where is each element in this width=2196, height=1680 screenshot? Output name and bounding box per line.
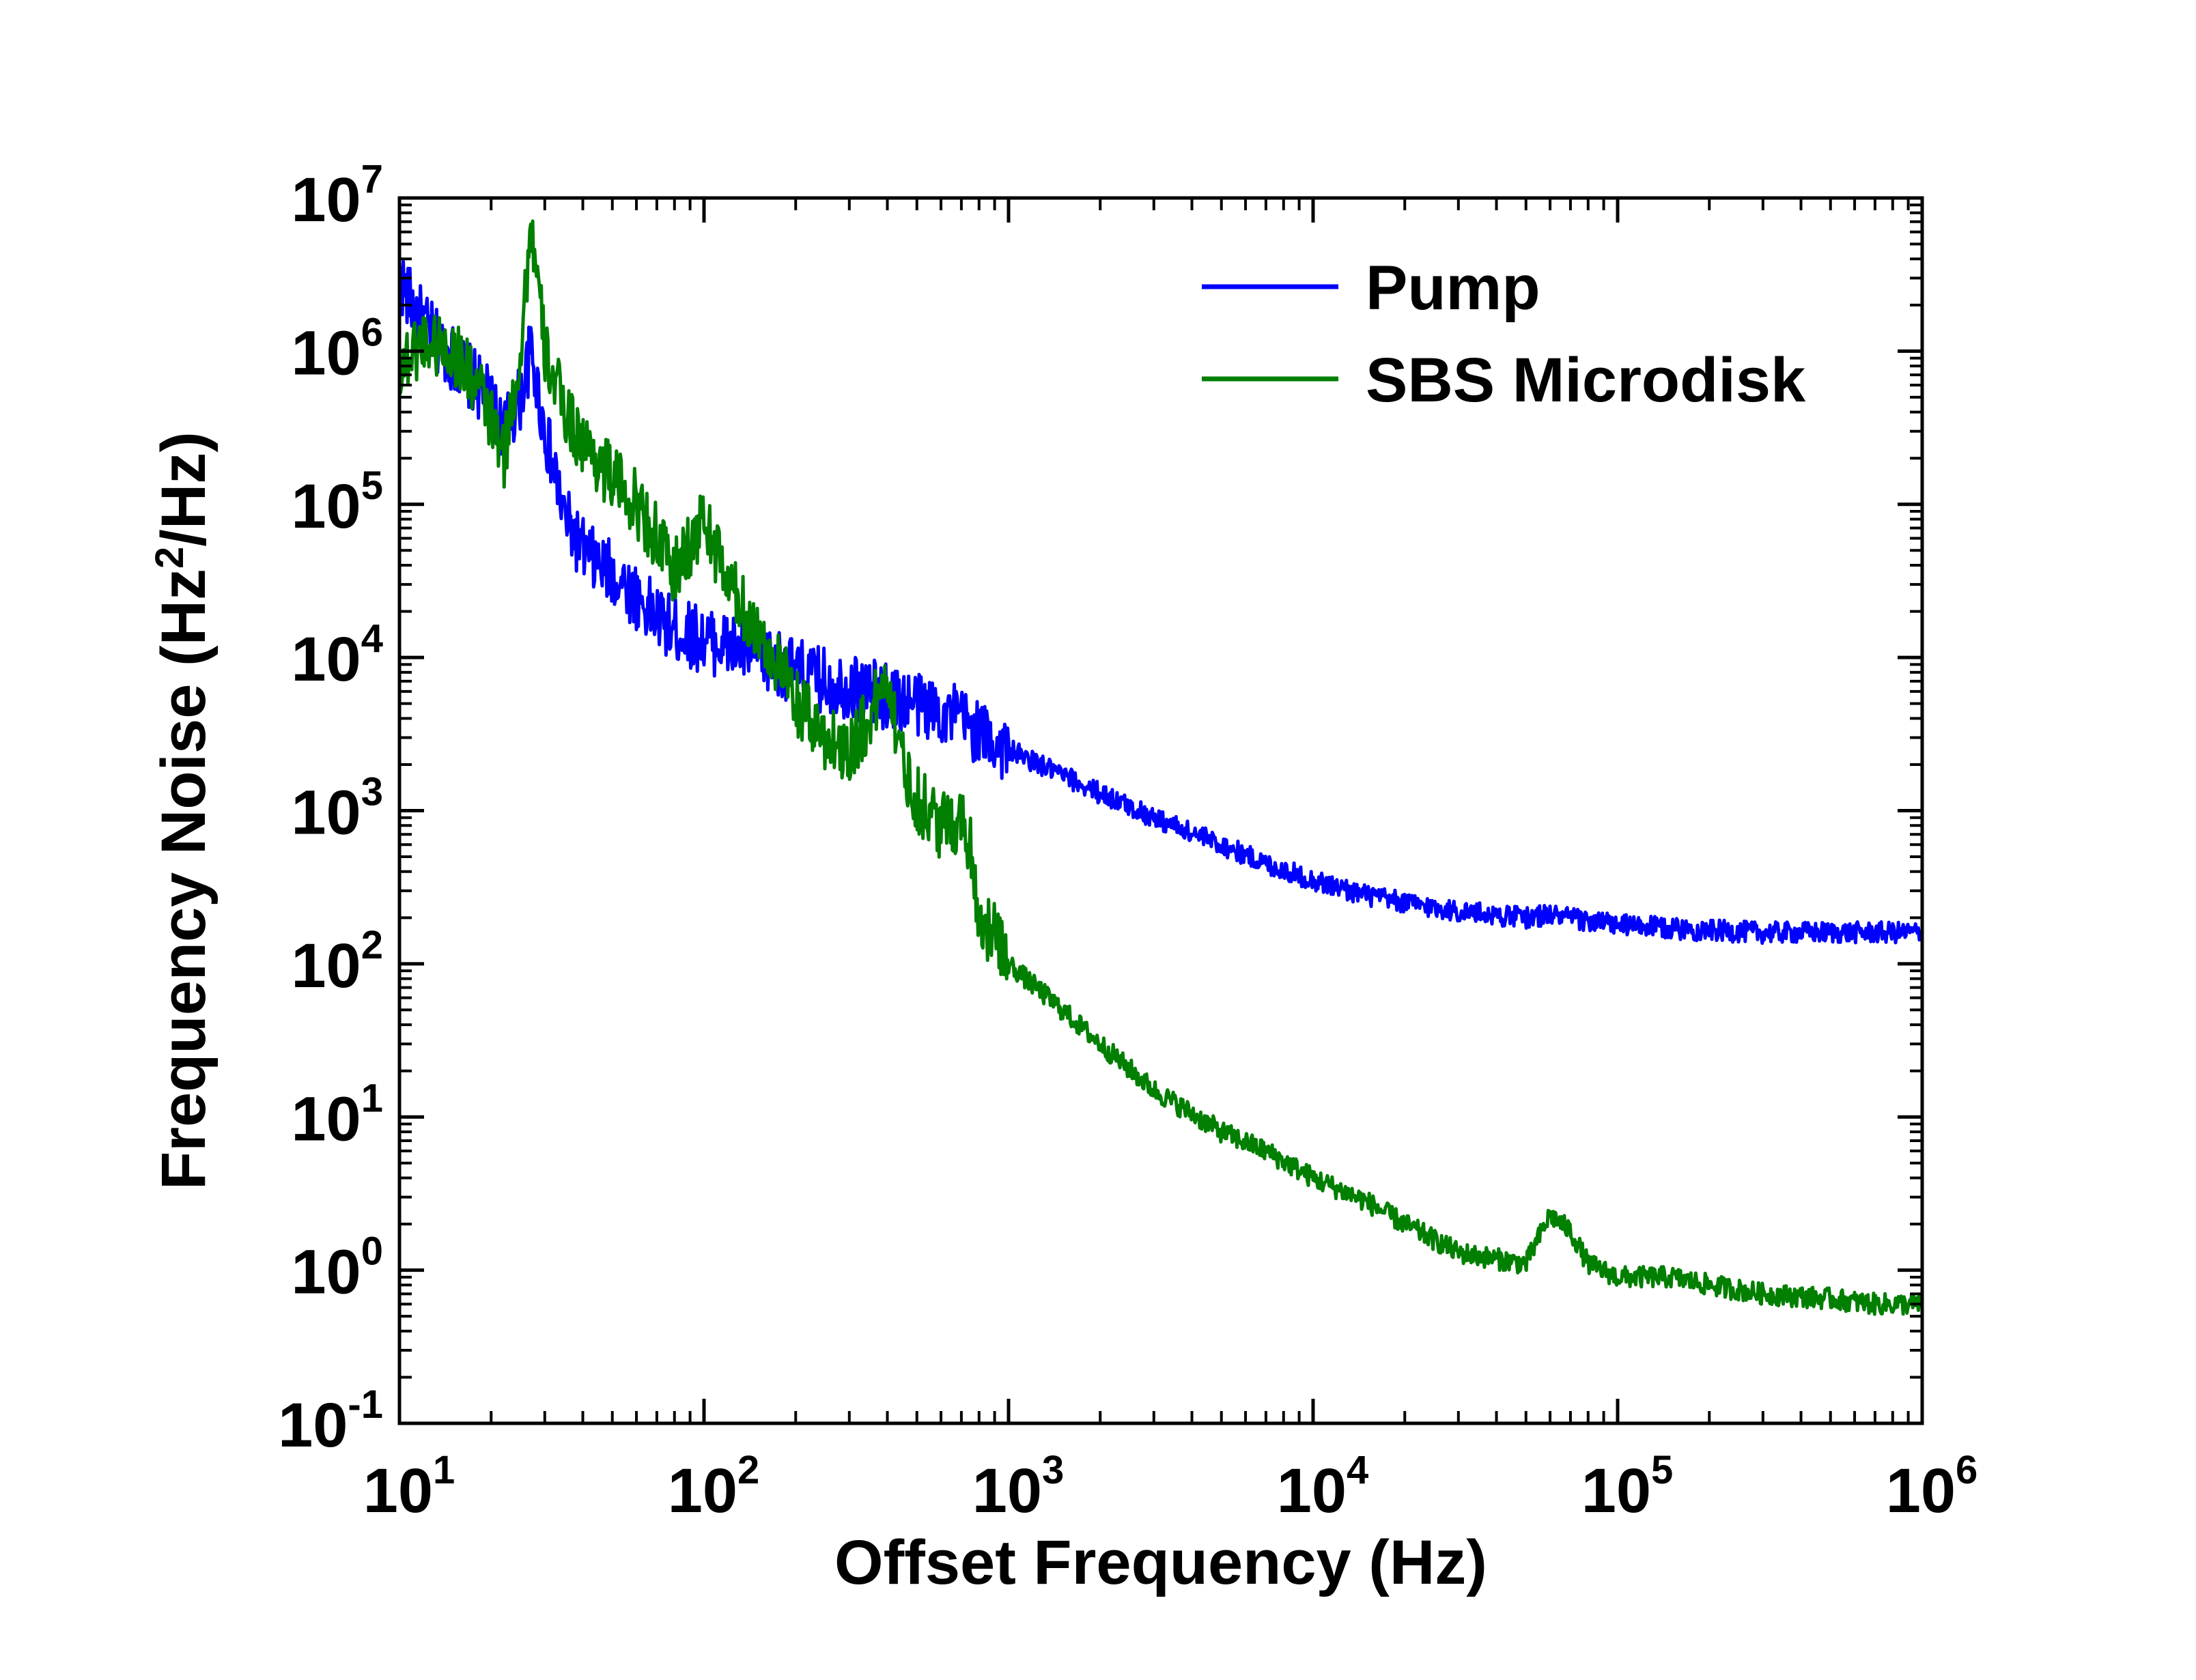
x-tick-label-base: 10 <box>668 1456 737 1526</box>
y-tick-label-base: 10 <box>291 625 361 694</box>
y-tick-label: 104 <box>291 616 383 694</box>
y-tick-label-exp: 3 <box>361 770 383 814</box>
y-tick-label-base: 10 <box>291 1238 361 1307</box>
y-tick-label-exp: -1 <box>348 1382 383 1427</box>
x-tick-label-base: 10 <box>972 1456 1042 1526</box>
y-tick-label-base: 10 <box>291 318 361 388</box>
y-axis-title-suffix: /Hz) <box>149 431 219 547</box>
x-tick-label-base: 10 <box>363 1456 433 1526</box>
y-tick-label-base: 10 <box>291 778 361 848</box>
x-tick-label-exp: 4 <box>1347 1448 1368 1492</box>
y-tick-label: 101 <box>291 1076 383 1154</box>
y-tick-label: 106 <box>291 310 383 388</box>
x-tick-label-base: 10 <box>1277 1456 1347 1526</box>
x-tick-label-exp: 1 <box>433 1448 455 1492</box>
legend: Pump SBS Microdisk <box>1202 253 1806 415</box>
series-line-pump <box>399 259 1922 945</box>
y-tick-label: 103 <box>291 770 383 848</box>
legend-label-sbs-microdisk: SBS Microdisk <box>1366 345 1806 415</box>
x-tick-label-exp: 2 <box>737 1448 759 1492</box>
x-tick-label-base: 10 <box>1581 1456 1651 1526</box>
y-axis-title-prefix: Frequency Noise (Hz <box>149 569 219 1190</box>
y-tick-label: 107 <box>291 157 383 235</box>
x-tick-label: 104 <box>1277 1448 1369 1526</box>
y-tick-label-base: 10 <box>291 472 361 541</box>
y-tick-label-base: 10 <box>291 165 361 235</box>
tick-labels: 101 102 103 104 105 10610-1100101102103104105… <box>278 157 1977 1526</box>
y-tick-label-base: 10 <box>291 1084 361 1154</box>
y-tick-label-base: 10 <box>278 1391 348 1460</box>
x-tick-label: 102 <box>668 1448 760 1526</box>
x-tick-label-base: 10 <box>1886 1456 1956 1526</box>
x-axis-title: Offset Frequency (Hz) <box>834 1528 1487 1597</box>
x-tick-label-exp: 6 <box>1956 1448 1977 1492</box>
x-tick-label-exp: 5 <box>1651 1448 1673 1492</box>
y-tick-label: 102 <box>291 923 383 1001</box>
y-tick-label-exp: 5 <box>361 464 383 508</box>
y-tick-label: 100 <box>291 1229 383 1307</box>
x-tick-label: 106 <box>1886 1448 1978 1526</box>
y-tick-label-base: 10 <box>291 931 361 1001</box>
series-line-sbs-microdisk <box>399 219 1922 1316</box>
y-axis-title-superscript: 2 <box>147 547 192 569</box>
y-tick-label-exp: 4 <box>361 616 383 661</box>
y-tick-label: 10-1 <box>278 1382 383 1460</box>
x-tick-label-exp: 3 <box>1042 1448 1064 1492</box>
x-tick-label: 103 <box>972 1448 1065 1526</box>
y-tick-label: 105 <box>291 464 383 541</box>
axis-ticks <box>397 196 1924 1425</box>
plot-lines <box>399 219 1922 1316</box>
x-tick-label: 105 <box>1581 1448 1674 1526</box>
y-tick-label-exp: 7 <box>361 157 383 201</box>
legend-label-pump: Pump <box>1366 253 1540 323</box>
x-tick-label: 101 <box>363 1448 455 1526</box>
y-tick-label-exp: 2 <box>361 923 383 967</box>
y-axis-title: Frequency Noise (Hz2/Hz) <box>147 431 219 1190</box>
y-tick-label-exp: 0 <box>361 1229 383 1274</box>
y-tick-label-exp: 6 <box>361 310 383 354</box>
y-tick-label-exp: 1 <box>361 1076 383 1120</box>
